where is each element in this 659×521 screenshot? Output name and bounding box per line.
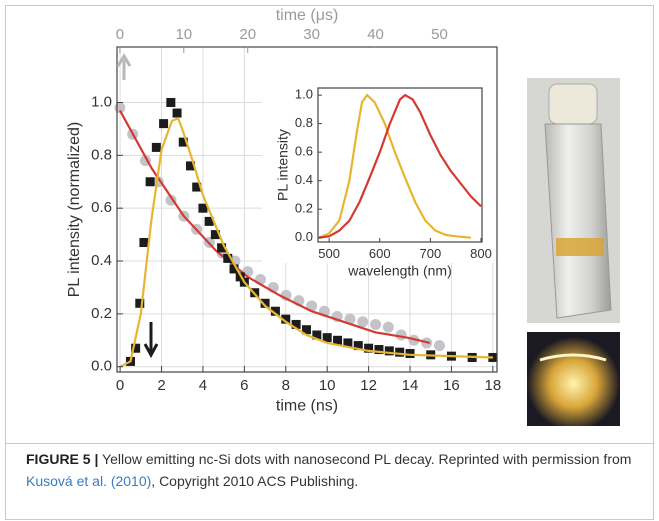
data-square [333, 335, 343, 345]
data-square [178, 137, 188, 147]
data-square [198, 203, 208, 213]
data-square [353, 341, 363, 351]
figure-border [5, 5, 654, 520]
data-circle [357, 316, 369, 328]
data-square [151, 142, 161, 152]
data-square [223, 253, 233, 263]
data-square [172, 108, 182, 118]
data-square [217, 243, 227, 253]
caption-text-end: , Copyright 2010 ACS Publishing. [151, 473, 359, 489]
data-square [364, 343, 374, 353]
fit-curve [318, 93, 472, 239]
x-tick-label: 700 [420, 246, 442, 261]
photo-cuvette-daylight [527, 78, 620, 323]
y-axis-label: PL intensity (normalized) [66, 122, 83, 297]
plot-frame [116, 46, 498, 373]
x-tick-label: 16 [443, 377, 460, 394]
figure-caption: FIGURE 5 | Yellow emitting nc-Si dots wi… [26, 448, 638, 492]
x-tick-label: 10 [319, 377, 336, 394]
data-square [204, 216, 214, 226]
x-tick-label: 500 [318, 246, 340, 261]
y-tick-label: 1.0 [91, 93, 112, 110]
x-axis-label: time (ns) [276, 398, 338, 415]
x-tick-label: 6 [240, 377, 248, 394]
citation-link[interactable]: Kusová et al. (2010) [26, 473, 152, 489]
caption-text: Yellow emitting nc-Si dots with nanoseco… [102, 451, 632, 467]
x-tick-label: 0 [116, 377, 124, 394]
x-tick-label: 600 [369, 246, 391, 261]
x2-tick-label: 30 [303, 26, 320, 43]
x-tick-label: 12 [360, 377, 377, 394]
x-tick-label: 18 [485, 377, 502, 394]
y-tick-label: 0.4 [91, 252, 112, 269]
x-tick-label: 800 [470, 246, 492, 261]
fit-curve [119, 116, 493, 368]
x2-tick-label: 20 [239, 26, 256, 43]
x-axis-label: wavelength (nm) [347, 263, 452, 279]
data-square [210, 230, 220, 240]
data-square [281, 314, 291, 324]
y-tick-label: 0.2 [295, 201, 313, 216]
y-tick-label: 0.0 [91, 358, 112, 375]
data-square [270, 306, 280, 316]
data-square [229, 264, 239, 274]
data-circle [382, 321, 394, 333]
y-tick-label: 0.0 [295, 229, 313, 244]
y-tick-label: 0.2 [91, 305, 112, 322]
data-circle [370, 318, 382, 330]
y-tick-label: 0.8 [91, 146, 112, 163]
data-square [395, 347, 405, 357]
fit-curve [318, 93, 482, 239]
arrow-up-gray [116, 53, 132, 80]
data-square [166, 97, 176, 107]
data-square [312, 330, 322, 340]
y-tick-label: 0.6 [295, 144, 313, 159]
data-square [131, 343, 141, 353]
arrow-down-black [143, 322, 159, 359]
y-tick-label: 1.0 [295, 87, 313, 102]
x2-tick-label: 40 [367, 26, 384, 43]
data-square [291, 319, 301, 329]
data-square [405, 349, 415, 359]
x-tick-label: 2 [157, 377, 165, 394]
data-square [343, 338, 353, 348]
x2-tick-label: 0 [116, 26, 124, 43]
x2-tick-label: 50 [431, 26, 448, 43]
data-square [159, 119, 169, 129]
x2-axis-label: time (μs) [276, 7, 339, 24]
y-tick-label: 0.6 [91, 199, 112, 216]
caption-label: FIGURE 5 | [26, 451, 99, 467]
y-tick-label: 0.8 [295, 115, 313, 130]
data-circle [433, 340, 445, 352]
data-square [384, 346, 394, 356]
data-square [301, 325, 311, 335]
data-square [135, 298, 145, 308]
data-square [139, 238, 149, 248]
data-square [322, 333, 332, 343]
x-tick-label: 8 [282, 377, 290, 394]
y-axis-label: PL intensity [275, 129, 291, 201]
data-square [145, 177, 155, 187]
photo-cuvette-glowing [527, 332, 620, 426]
plot-frame [317, 87, 483, 243]
x2-tick-label: 10 [175, 26, 192, 43]
y-tick-label: 0.4 [295, 172, 313, 187]
data-square [260, 298, 270, 308]
fit-curve [118, 109, 431, 344]
x-tick-label: 14 [402, 377, 419, 394]
data-square [186, 161, 196, 171]
data-square [374, 345, 384, 355]
data-square [192, 182, 202, 192]
x-tick-label: 4 [199, 377, 207, 394]
